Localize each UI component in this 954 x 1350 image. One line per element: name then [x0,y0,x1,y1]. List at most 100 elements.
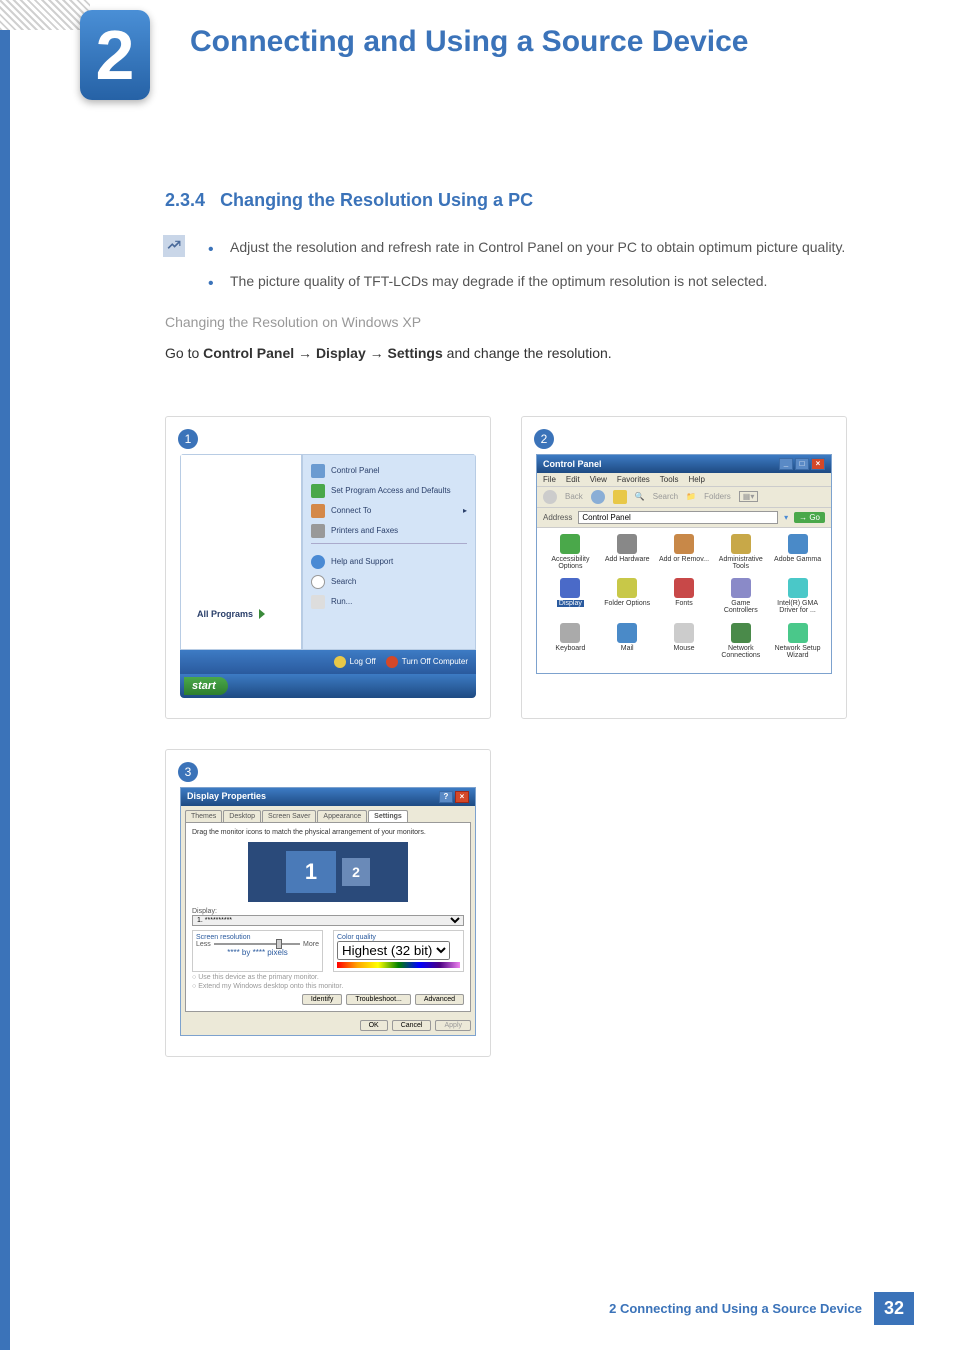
extend-checkbox[interactable]: ○ Extend my Windows desktop onto this mo… [192,983,464,990]
window-title: Control Panel [543,459,602,469]
search-label[interactable]: Search [653,492,678,501]
menu-item-run[interactable]: Run... [311,592,467,612]
menu-tools[interactable]: Tools [660,475,679,484]
instr-post: and change the resolution. [447,345,612,361]
section-heading: 2.3.4 Changing the Resolution Using a PC [165,190,894,211]
cp-item-accessibility-options[interactable]: Accessibility Options [543,534,598,573]
tab-strip: Themes Desktop Screen Saver Appearance S… [181,806,475,822]
tab-settings[interactable]: Settings [368,810,408,822]
all-programs-label: All Programs [197,609,253,619]
color-quality-select[interactable]: Highest (32 bit) [337,941,450,960]
instruction-text: Go to Control Panel → Display → Settings… [165,345,894,361]
menu-item-search[interactable]: Search [311,572,467,592]
monitor-1[interactable]: 1 [286,851,336,893]
page-number: 32 [874,1292,914,1325]
cp-item-administrative-tools[interactable]: Administrative Tools [713,534,768,573]
screenshot-2: 2 Control Panel _ □ × File Edit View Fav… [521,416,847,719]
cp-item-folder-options[interactable]: Folder Options [600,578,655,617]
cp-item-keyboard[interactable]: Keyboard [543,623,598,662]
folders-label[interactable]: Folders [704,492,731,501]
screenshot-3: 3 Display Properties ? × Themes Desktop … [165,749,491,1057]
ck1-label: Use this device as the primary monitor. [198,974,319,981]
menu-edit[interactable]: Edit [566,475,580,484]
menu-item-help[interactable]: Help and Support [311,552,467,572]
monitor-2[interactable]: 2 [342,858,370,886]
identify-button[interactable]: Identify [302,994,343,1005]
spa-icon [311,484,325,498]
turnoff-button[interactable]: Turn Off Computer [386,656,468,668]
apply-button[interactable]: Apply [435,1020,471,1031]
color-q-label: Color quality [337,934,460,941]
taskbar: start [180,674,476,698]
cp-item-fonts[interactable]: Fonts [657,578,712,617]
turnoff-label: Turn Off Computer [402,657,468,666]
color-bar [337,962,460,968]
tab-desktop[interactable]: Desktop [223,810,261,822]
cp-item-network-connections[interactable]: Network Connections [713,623,768,662]
troubleshoot-button[interactable]: Troubleshoot... [346,994,410,1005]
chapter-title: Connecting and Using a Source Device [190,25,748,59]
menu-item-printers[interactable]: Printers and Faxes [311,521,467,541]
maximize-button[interactable]: □ [795,458,809,470]
arrow-icon [259,609,265,619]
menu-item-spa[interactable]: Set Program Access and Defaults [311,481,467,501]
hint-text: Drag the monitor icons to match the phys… [192,829,464,836]
section-title: Changing the Resolution Using a PC [220,190,533,210]
cp-item-game-controllers[interactable]: Game Controllers [713,578,768,617]
logoff-label: Log Off [350,657,376,666]
primary-checkbox[interactable]: ○ Use this device as the primary monitor… [192,974,464,981]
start-menu: All Programs Control Panel Set Program A… [180,454,476,674]
cp-item-intel-r-gma-driver-for-[interactable]: Intel(R) GMA Driver for ... [770,578,825,617]
view-icon[interactable]: ▦▾ [739,491,759,502]
dropdown-icon[interactable]: ▾ [784,513,788,522]
back-icon[interactable] [543,490,557,504]
go-button[interactable]: → Go [794,512,825,523]
cp-item-add-hardware[interactable]: Add Hardware [600,534,655,573]
cancel-button[interactable]: Cancel [392,1020,432,1031]
note-icon [163,235,185,257]
tab-themes[interactable]: Themes [185,810,222,822]
cp-item-network-setup-wizard[interactable]: Network Setup Wizard [770,623,825,662]
display-label: Display: [192,908,464,915]
cp-item-adobe-gamma[interactable]: Adobe Gamma [770,534,825,573]
address-input[interactable] [578,511,778,524]
monitor-arrangement[interactable]: 1 2 [248,842,408,902]
logoff-button[interactable]: Log Off [334,656,376,668]
instr-arr2: → [370,345,388,361]
display-properties-window: Display Properties ? × Themes Desktop Sc… [180,787,476,1036]
mi-label: Run... [331,597,352,606]
tab-screensaver[interactable]: Screen Saver [262,810,316,822]
screen-resolution-group: Screen resolution Less More **** by ****… [192,930,323,972]
corner-hatch [0,0,90,30]
menu-view[interactable]: View [590,475,607,484]
cp-item-add-or-remov-[interactable]: Add or Remov... [657,534,712,573]
resolution-slider[interactable]: Less More [196,941,319,948]
start-button[interactable]: start [184,677,228,695]
settings-buttons: Identify Troubleshoot... Advanced [192,994,464,1005]
go-label: Go [809,513,820,522]
menu-favorites[interactable]: Favorites [617,475,650,484]
up-icon[interactable] [613,490,627,504]
advanced-button[interactable]: Advanced [415,994,464,1005]
cp-item-mail[interactable]: Mail [600,623,655,662]
printer-icon [311,524,325,538]
close-button[interactable]: × [811,458,825,470]
menu-item-connect[interactable]: Connect To▸ [311,501,467,521]
menu-file[interactable]: File [543,475,556,484]
mi-label: Control Panel [331,466,379,475]
menu-help[interactable]: Help [688,475,704,484]
all-programs[interactable]: All Programs [197,609,265,619]
ok-button[interactable]: OK [360,1020,388,1031]
menu-item-control-panel[interactable]: Control Panel [311,461,467,481]
step-badge-1: 1 [178,429,198,449]
close-button[interactable]: × [455,791,469,803]
address-bar: Address ▾ → Go [537,508,831,528]
cp-item-display[interactable]: Display [543,578,598,617]
help-button[interactable]: ? [439,791,453,803]
resolution-value: **** by **** pixels [196,948,319,957]
display-select[interactable]: 1. ********** [192,915,464,926]
forward-icon[interactable] [591,490,605,504]
cp-item-mouse[interactable]: Mouse [657,623,712,662]
tab-appearance[interactable]: Appearance [317,810,367,822]
minimize-button[interactable]: _ [779,458,793,470]
